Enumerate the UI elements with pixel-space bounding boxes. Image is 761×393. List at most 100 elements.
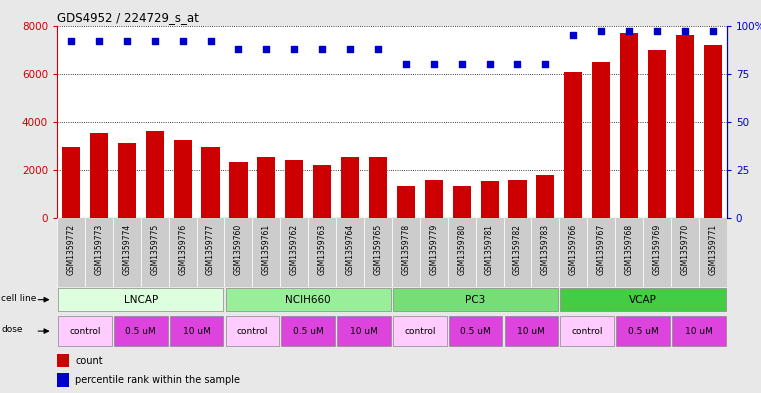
Bar: [560, 316, 614, 347]
Bar: [257, 157, 275, 218]
Bar: [505, 316, 559, 347]
Point: [121, 38, 133, 44]
Bar: [229, 162, 247, 218]
Point: [567, 32, 579, 38]
Bar: [58, 288, 224, 311]
Bar: [196, 218, 224, 287]
Text: LNCAP: LNCAP: [123, 295, 158, 305]
Point: [148, 38, 161, 44]
Bar: [560, 288, 726, 311]
Text: GSM1359766: GSM1359766: [568, 224, 578, 275]
Bar: [336, 218, 364, 287]
Text: 10 uM: 10 uM: [183, 327, 211, 336]
Text: GSM1359762: GSM1359762: [290, 224, 299, 275]
Bar: [616, 316, 670, 347]
Text: GSM1359761: GSM1359761: [262, 224, 271, 275]
Bar: [280, 218, 308, 287]
Bar: [341, 157, 359, 218]
Bar: [447, 218, 476, 287]
Bar: [699, 218, 727, 287]
Bar: [90, 133, 108, 218]
Text: VCAP: VCAP: [629, 295, 657, 305]
Text: 10 uM: 10 uM: [350, 327, 378, 336]
Text: GDS4952 / 224729_s_at: GDS4952 / 224729_s_at: [57, 11, 199, 24]
Text: GSM1359772: GSM1359772: [66, 224, 75, 275]
Text: GSM1359774: GSM1359774: [123, 224, 132, 275]
Point: [93, 38, 105, 44]
Point: [456, 61, 468, 67]
Text: GSM1359768: GSM1359768: [625, 224, 634, 275]
Point: [595, 28, 607, 35]
Point: [177, 38, 189, 44]
Bar: [392, 218, 420, 287]
Text: GSM1359776: GSM1359776: [178, 224, 187, 275]
Bar: [62, 147, 80, 218]
Text: dose: dose: [2, 325, 23, 334]
Bar: [587, 218, 615, 287]
Text: 10 uM: 10 uM: [685, 327, 713, 336]
Text: 0.5 uM: 0.5 uM: [293, 327, 323, 336]
Bar: [225, 288, 391, 311]
Bar: [508, 180, 527, 218]
Bar: [425, 180, 443, 218]
Text: GSM1359771: GSM1359771: [708, 224, 718, 275]
Bar: [369, 157, 387, 218]
Text: GSM1359782: GSM1359782: [513, 224, 522, 275]
Point: [428, 61, 440, 67]
Text: percentile rank within the sample: percentile rank within the sample: [75, 375, 240, 386]
Bar: [337, 316, 391, 347]
Bar: [476, 218, 504, 287]
Bar: [57, 218, 85, 287]
Text: control: control: [404, 327, 435, 336]
Text: GSM1359764: GSM1359764: [345, 224, 355, 275]
Bar: [504, 218, 531, 287]
Bar: [202, 147, 220, 218]
Text: count: count: [75, 356, 103, 366]
Text: GSM1359779: GSM1359779: [429, 224, 438, 275]
Text: 0.5 uM: 0.5 uM: [460, 327, 491, 336]
Point: [65, 38, 77, 44]
Bar: [57, 373, 68, 387]
Point: [623, 28, 635, 35]
Text: GSM1359775: GSM1359775: [150, 224, 159, 275]
Bar: [282, 316, 335, 347]
Bar: [85, 218, 113, 287]
Point: [651, 28, 663, 35]
Text: GSM1359778: GSM1359778: [401, 224, 410, 275]
Point: [511, 61, 524, 67]
Point: [707, 28, 719, 35]
Bar: [671, 218, 699, 287]
Bar: [58, 316, 112, 347]
Bar: [170, 316, 224, 347]
Bar: [592, 62, 610, 218]
Text: cell line: cell line: [2, 294, 37, 303]
Bar: [141, 218, 169, 287]
Text: GSM1359760: GSM1359760: [234, 224, 243, 275]
Text: GSM1359781: GSM1359781: [485, 224, 494, 275]
Point: [232, 46, 244, 52]
Text: GSM1359783: GSM1359783: [541, 224, 550, 275]
Text: 10 uM: 10 uM: [517, 327, 546, 336]
Point: [679, 28, 691, 35]
Bar: [704, 45, 722, 218]
Bar: [396, 185, 415, 218]
Bar: [453, 185, 471, 218]
Bar: [564, 72, 582, 218]
Point: [316, 46, 328, 52]
Bar: [364, 218, 392, 287]
Bar: [393, 316, 447, 347]
Bar: [145, 131, 164, 218]
Text: GSM1359777: GSM1359777: [206, 224, 215, 275]
Bar: [648, 50, 666, 218]
Bar: [225, 316, 279, 347]
Bar: [537, 175, 555, 218]
Bar: [113, 218, 141, 287]
Bar: [676, 35, 694, 218]
Bar: [620, 33, 638, 218]
Point: [344, 46, 356, 52]
Bar: [672, 316, 726, 347]
Text: NCIH660: NCIH660: [285, 295, 331, 305]
Bar: [393, 288, 559, 311]
Bar: [313, 165, 331, 218]
Bar: [285, 160, 304, 218]
